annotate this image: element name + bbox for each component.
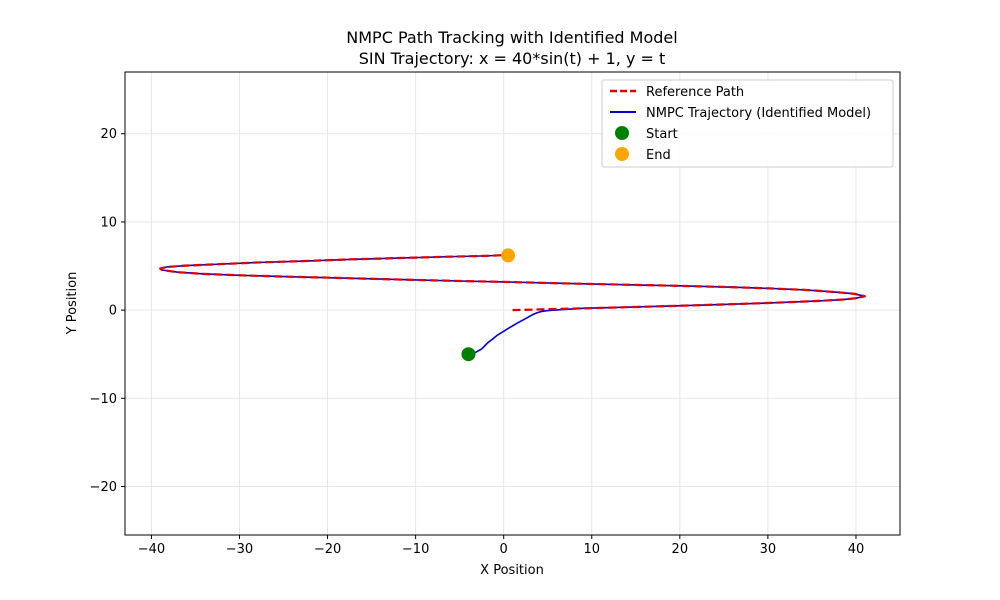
y-tick-label: 0 xyxy=(109,304,117,319)
x-tick-label: −20 xyxy=(314,542,341,557)
marker-end xyxy=(501,248,516,263)
legend-swatch-end xyxy=(615,147,629,161)
x-tick-label: 0 xyxy=(500,542,508,557)
axes-frame xyxy=(124,71,901,536)
axis-ticks: −40 −30 −20 −10 0 10 20 30 40 −20 −10 0 10 20 xyxy=(90,127,865,557)
legend-label-reference-path: Reference Path xyxy=(646,85,744,100)
x-tick-label: −10 xyxy=(402,542,429,557)
x-tick-label: 30 xyxy=(760,542,777,557)
legend-label-end: End xyxy=(646,148,671,163)
x-axis-label: X Position xyxy=(480,563,544,578)
y-tick-label: 10 xyxy=(100,215,117,230)
legend-label-nmpc-trajectory: NMPC Trajectory (Identified Model) xyxy=(646,106,871,121)
y-tick-label: −20 xyxy=(90,480,117,495)
chart-title: NMPC Path Tracking with Identified Model xyxy=(346,28,677,47)
x-tick-label: −40 xyxy=(138,542,165,557)
chart-subtitle: SIN Trajectory: x = 40*sin(t) + 1, y = t xyxy=(359,49,666,68)
x-tick-label: −30 xyxy=(226,542,253,557)
legend-label-start: Start xyxy=(646,127,678,142)
legend-swatch-start xyxy=(615,126,629,140)
series-line-reference-path xyxy=(159,253,866,312)
x-tick-label: 40 xyxy=(848,542,865,557)
plot-area xyxy=(159,248,866,362)
x-tick-label: 20 xyxy=(672,542,689,557)
legend: Reference Path NMPC Trajectory (Identifi… xyxy=(601,79,894,168)
y-tick-label: 20 xyxy=(100,127,117,142)
x-tick-label: 10 xyxy=(583,542,600,557)
y-tick-label: −10 xyxy=(90,392,117,407)
marker-start xyxy=(461,347,476,362)
legend-box xyxy=(601,79,894,168)
y-axis-label: Y Position xyxy=(65,272,80,336)
